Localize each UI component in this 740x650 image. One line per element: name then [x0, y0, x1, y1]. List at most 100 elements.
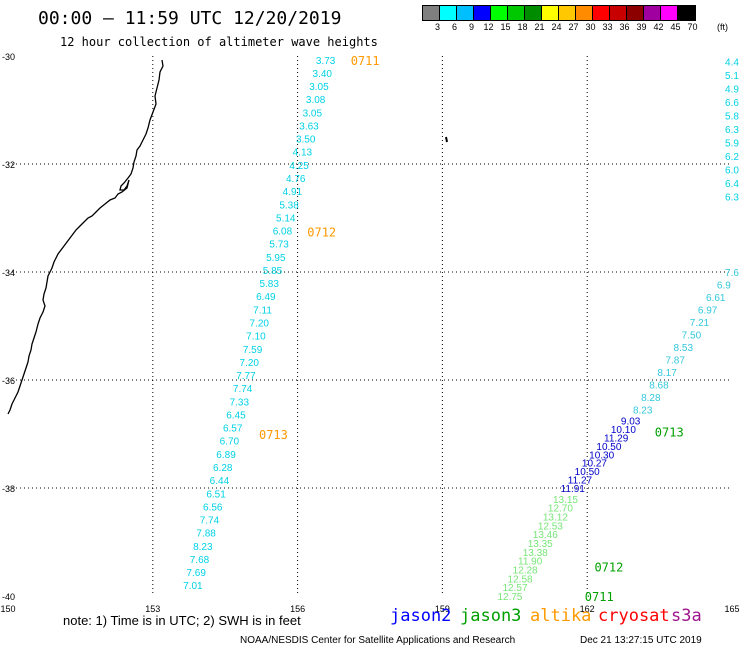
wave-height-label: 7.20	[240, 358, 260, 369]
lat-tick-label: -38	[2, 484, 15, 494]
legend-jason3: jason3	[460, 606, 522, 626]
colorbar-swatch	[678, 6, 695, 20]
wave-height-label: 12.58	[508, 574, 533, 585]
wave-height-label: 13.15	[553, 495, 578, 506]
wave-height-label: 9.03	[621, 417, 641, 428]
wave-height-label: 7.11	[253, 305, 272, 316]
lon-tick-label: 162	[580, 604, 595, 614]
wave-height-label: 8.23	[193, 542, 213, 553]
wave-height-label: 3.40	[313, 69, 333, 80]
page-title: 00:00 – 11:59 UTC 12/20/2019	[38, 8, 342, 29]
colorbar-unit: (ft)	[717, 22, 728, 32]
wave-height-label: 6.3	[725, 125, 739, 136]
wave-height-label: 10.50	[596, 442, 621, 453]
lon-tick-label: 159	[435, 604, 450, 614]
wave-height-label: 6.45	[226, 410, 246, 421]
colorbar-tick-label: 45	[670, 22, 681, 32]
lat-lon-grid	[8, 56, 732, 596]
wave-height-label: 3.05	[309, 82, 329, 93]
colorbar-swatch	[423, 6, 440, 20]
colorbar-swatch	[627, 6, 644, 20]
wave-height-label: 6.3	[725, 192, 739, 203]
axis-labels: -30 -32 -34 -36 -38 -40 150 153 156 159 162 165	[0, 52, 739, 614]
pass-time-label: 0712	[307, 226, 336, 240]
wave-height-label: 7.01	[183, 581, 203, 592]
lat-tick-label: -30	[2, 52, 15, 62]
wave-height-label: 7.74	[200, 516, 220, 527]
wave-height-label: 5.38	[279, 200, 299, 211]
wave-height-label: 6.57	[223, 424, 243, 435]
wave-height-label: 12.75	[497, 592, 522, 603]
colorbar-tick-label: 24	[551, 22, 562, 32]
wave-height-label: 10.27	[582, 459, 607, 470]
wave-height-label: 7.21	[690, 318, 710, 329]
colorbar-swatch	[661, 6, 678, 20]
wave-height-label: 5.1	[725, 71, 739, 82]
wave-height-label: 12.57	[503, 583, 528, 594]
wave-height-label: 6.89	[216, 450, 236, 461]
wave-height-label: 5.95	[266, 253, 286, 264]
legend-altika: altika	[530, 606, 592, 626]
wave-height-label: 6.44	[210, 476, 230, 487]
colorbar-tick-label: 70	[687, 22, 698, 32]
wave-height-label: 6.70	[220, 437, 240, 448]
wave-height-label: 3.50	[296, 135, 316, 146]
colorbar-tick-label: 33	[602, 22, 613, 32]
wave-height-label: 13.38	[523, 548, 548, 559]
footer-credit: NOAA/NESDIS Center for Satellite Applica…	[240, 635, 516, 646]
wave-height-label: 4.9	[725, 84, 739, 95]
wave-height-label: 11.27	[568, 476, 593, 487]
lon-tick-label: 150	[0, 604, 15, 614]
wave-height-label: 7.20	[249, 318, 269, 329]
wave-height-label: 13.35	[528, 539, 553, 550]
wave-height-label: 7.68	[190, 555, 210, 566]
wave-height-label: 11.90	[518, 557, 543, 568]
wave-height-label: 7.33	[230, 397, 250, 408]
wave-height-label: 6.6	[725, 98, 739, 109]
wave-height-label: 10.10	[611, 425, 636, 436]
colorbar-tick-label: 12	[483, 22, 494, 32]
wave-height-label: 7.10	[246, 332, 266, 343]
wave-height-label: 8.53	[674, 343, 694, 354]
pass-time-label: 0711	[585, 590, 614, 604]
wave-height-label: 7.69	[186, 568, 206, 579]
lon-tick-label: 165	[724, 604, 739, 614]
wave-height-label: 13.46	[533, 530, 558, 541]
colorbar-tick-label: 6	[452, 22, 458, 32]
wave-height-label: 12.53	[538, 521, 563, 532]
colorbar-tick-label: 3	[435, 22, 441, 32]
wave-height-label: 8.23	[633, 406, 653, 417]
wave-height-label: 5.83	[259, 279, 279, 290]
wave-height-label: 6.56	[203, 502, 223, 513]
pass-time-label: 0713	[259, 428, 288, 442]
wave-height-label: 6.2	[725, 152, 739, 163]
wave-height-label: 8.68	[649, 381, 669, 392]
wave-height-label: 13.12	[543, 512, 568, 523]
lat-tick-label: -32	[2, 160, 15, 170]
colorbar-swatch	[644, 6, 661, 20]
wave-height-label: 8.28	[641, 393, 661, 404]
lon-tick-label: 153	[145, 604, 160, 614]
pass-time-label: 0713	[655, 425, 684, 439]
wave-height-label: 5.8	[725, 111, 739, 122]
footer-timestamp: Dec 21 13:27:15 UTC 2019	[580, 635, 702, 646]
colorbar-swatch	[508, 6, 525, 20]
wave-height-label: 6.28	[213, 463, 233, 474]
wave-height-label: 3.05	[303, 108, 323, 119]
wave-height-label: 5.9	[725, 138, 739, 149]
wave-height-label: 5.73	[269, 240, 289, 251]
pass-time-label: 0711	[351, 54, 380, 68]
wave-height-label: 7.50	[682, 331, 702, 342]
colorbar-tick-label: 15	[500, 22, 511, 32]
wave-height-label: 12.70	[548, 504, 573, 515]
wave-height-label: 4.76	[286, 174, 306, 185]
colorbar-swatch	[542, 6, 559, 20]
wave-height-label: 7.74	[233, 384, 253, 395]
wave-height-colorbar	[422, 5, 696, 21]
colorbar-tick-label: 36	[619, 22, 630, 32]
wave-height-label: 7.88	[196, 529, 216, 540]
colorbar-swatch	[491, 6, 508, 20]
wave-height-label: 6.4	[725, 179, 739, 190]
wave-height-label: 11.29	[604, 433, 629, 444]
